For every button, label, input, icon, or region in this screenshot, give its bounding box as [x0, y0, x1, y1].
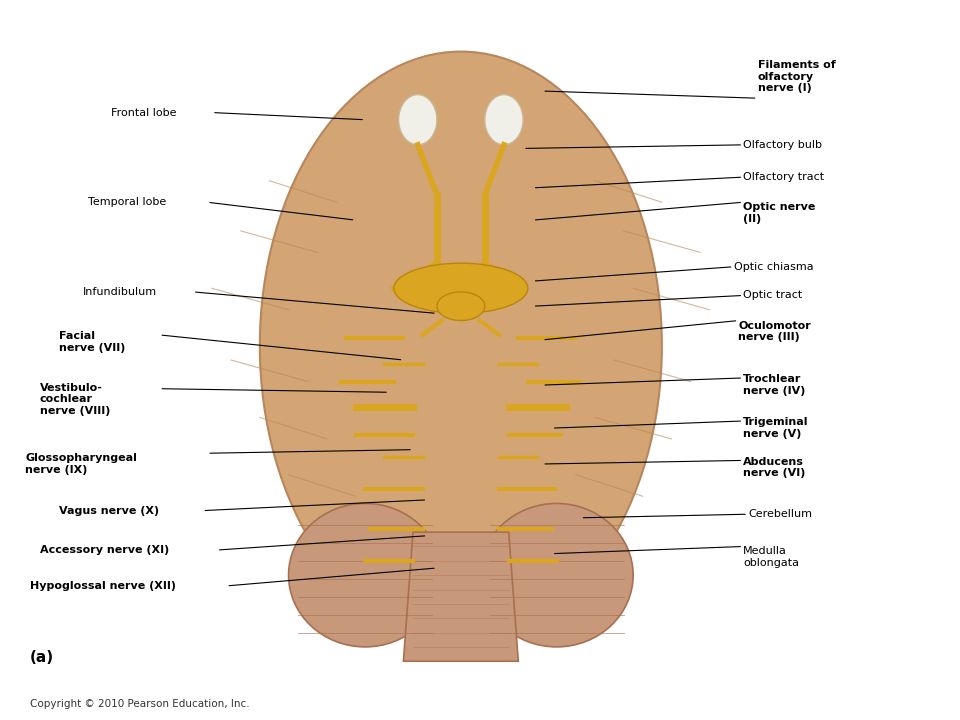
Text: Optic nerve
(II): Optic nerve (II): [743, 202, 816, 224]
Text: Hypoglossal nerve (XII): Hypoglossal nerve (XII): [30, 581, 176, 591]
Text: Copyright © 2010 Pearson Education, Inc.: Copyright © 2010 Pearson Education, Inc.: [30, 699, 250, 709]
Text: Temporal lobe: Temporal lobe: [87, 197, 166, 207]
Text: Infundibulum: Infundibulum: [83, 287, 156, 297]
Text: Accessory nerve (XI): Accessory nerve (XI): [39, 545, 169, 555]
Text: Olfactory bulb: Olfactory bulb: [743, 140, 822, 150]
Ellipse shape: [485, 94, 523, 145]
Ellipse shape: [289, 503, 442, 647]
Text: Vestibulo-
cochlear
nerve (VIII): Vestibulo- cochlear nerve (VIII): [39, 383, 110, 416]
Text: (a): (a): [30, 650, 54, 665]
Text: Vagus nerve (X): Vagus nerve (X): [59, 505, 159, 516]
Text: Medulla
oblongata: Medulla oblongata: [743, 546, 800, 568]
Text: Glossopharyngeal
nerve (IX): Glossopharyngeal nerve (IX): [25, 453, 137, 474]
Text: Optic tract: Optic tract: [743, 290, 803, 300]
Text: Filaments of
olfactory
nerve (I): Filaments of olfactory nerve (I): [757, 60, 835, 94]
Text: Olfactory tract: Olfactory tract: [743, 172, 825, 182]
Polygon shape: [403, 532, 518, 661]
Text: Optic chiasma: Optic chiasma: [733, 262, 813, 271]
Ellipse shape: [260, 52, 661, 639]
Ellipse shape: [398, 94, 437, 145]
Text: Abducens
nerve (VI): Abducens nerve (VI): [743, 456, 805, 478]
Text: Cerebellum: Cerebellum: [748, 509, 812, 519]
Text: Trigeminal
nerve (V): Trigeminal nerve (V): [743, 418, 808, 439]
Text: Oculomotor
nerve (III): Oculomotor nerve (III): [738, 320, 811, 342]
Ellipse shape: [437, 292, 485, 320]
Text: Facial
nerve (VII): Facial nerve (VII): [59, 331, 125, 353]
Ellipse shape: [394, 264, 528, 313]
Ellipse shape: [480, 503, 634, 647]
Text: Trochlear
nerve (IV): Trochlear nerve (IV): [743, 374, 805, 396]
Text: Frontal lobe: Frontal lobe: [111, 107, 177, 117]
